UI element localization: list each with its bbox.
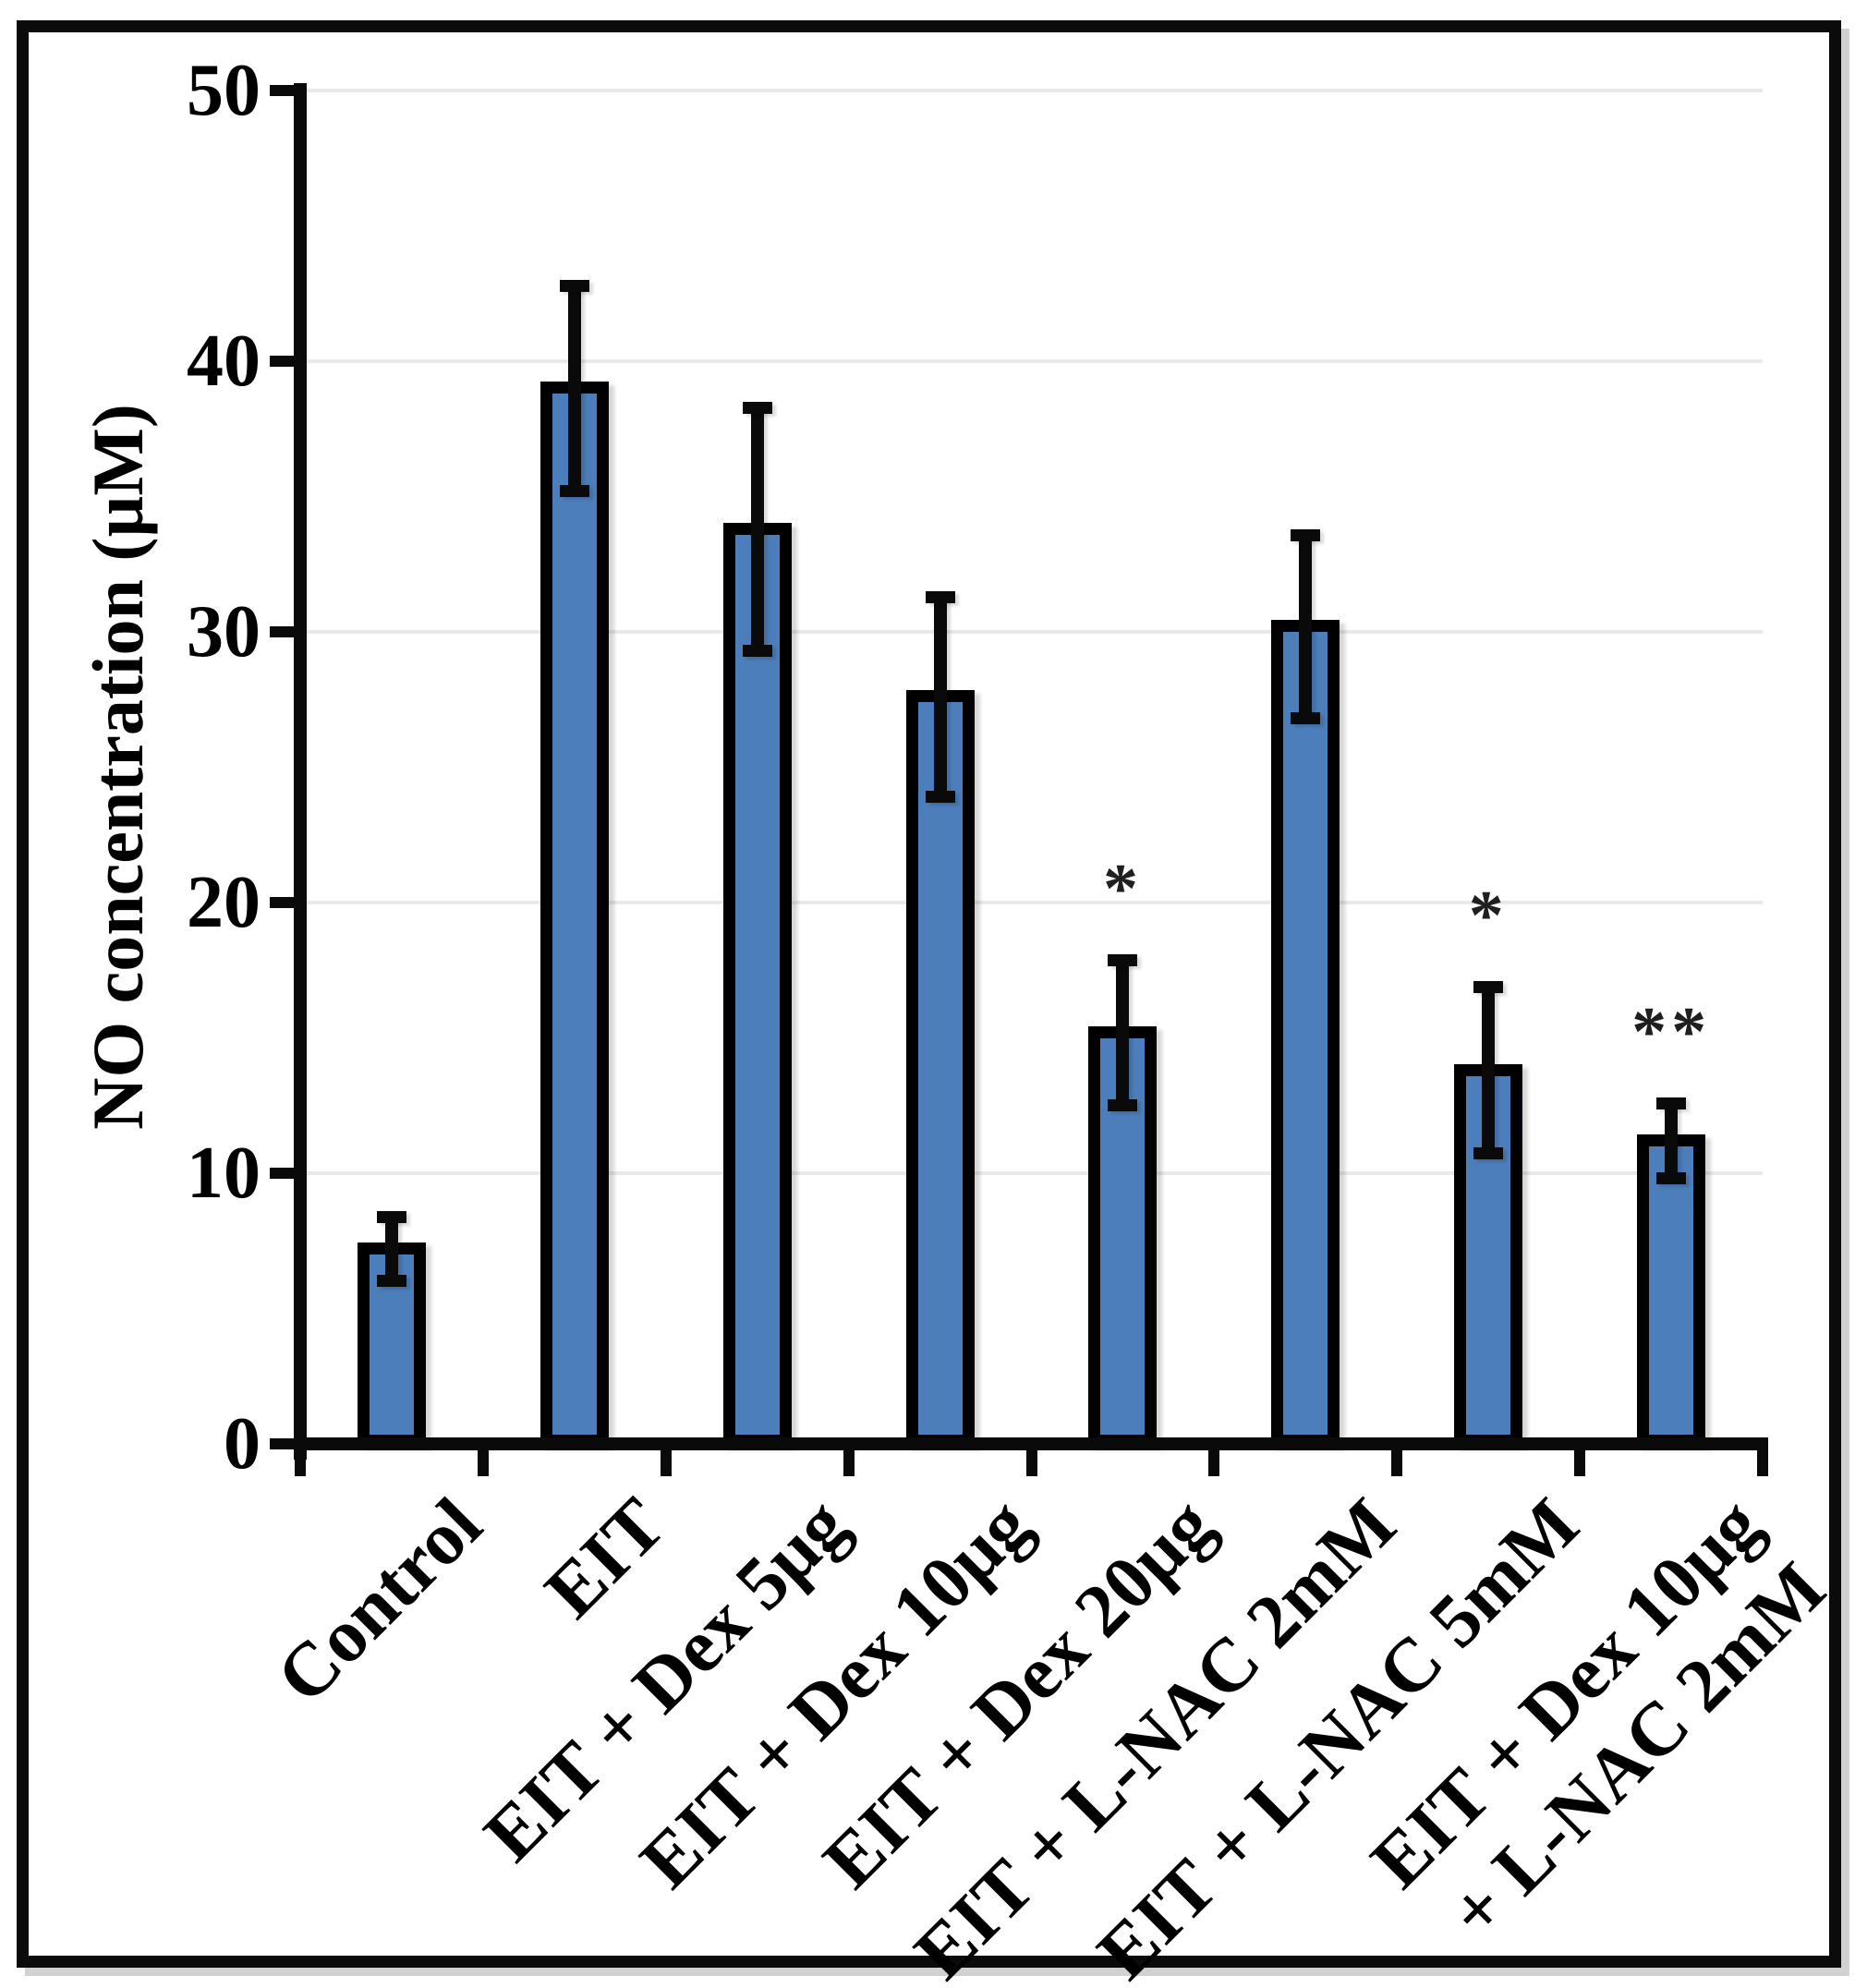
error-bar-bottom-cap-7	[1473, 1147, 1504, 1160]
y-tick-label-30: 30	[187, 591, 261, 673]
y-tick-40	[270, 356, 294, 367]
error-bar-top-cap-6	[1291, 528, 1321, 541]
y-tick-0	[270, 1438, 294, 1449]
error-bar-bottom-cap-4	[925, 790, 955, 803]
y-tick-10	[270, 1168, 294, 1179]
y-tick-20	[270, 897, 294, 908]
error-bar-stem-8	[1665, 1102, 1679, 1179]
bar-7	[1454, 1063, 1523, 1447]
error-bar-bottom-cap-3	[742, 644, 772, 657]
x-tick-0	[295, 1450, 306, 1476]
error-bar-top-cap-7	[1473, 980, 1504, 993]
bar-6	[1271, 620, 1340, 1447]
error-bar-stem-7	[1482, 986, 1496, 1155]
y-tick-50	[270, 85, 294, 96]
y-tick-label-0: 0	[224, 1403, 261, 1485]
error-bar-top-cap-8	[1656, 1097, 1687, 1109]
x-tick-7	[1574, 1450, 1586, 1476]
y-axis-title: NO concentration (µM)	[78, 404, 158, 1130]
error-bar-stem-2	[567, 285, 581, 491]
error-bar-bottom-cap-8	[1656, 1171, 1687, 1184]
significance-marker-5: *	[1102, 849, 1143, 927]
y-tick-label-10: 10	[187, 1133, 261, 1214]
y-axis-line	[294, 83, 307, 1460]
error-bar-stem-1	[384, 1216, 398, 1282]
x-tick-6	[1391, 1450, 1403, 1476]
bar-2	[540, 382, 609, 1447]
error-bar-stem-5	[1116, 959, 1130, 1106]
x-axis-line	[294, 1437, 1768, 1450]
x-tick-1	[477, 1450, 489, 1476]
error-bar-top-cap-3	[742, 401, 772, 414]
bar-3	[722, 522, 792, 1447]
gridline-50	[300, 89, 1763, 92]
error-bar-bottom-cap-1	[376, 1275, 406, 1288]
error-bar-top-cap-4	[925, 590, 955, 603]
error-bar-bottom-cap-2	[559, 484, 589, 497]
x-tick-5	[1208, 1450, 1220, 1476]
error-bar-stem-4	[933, 596, 947, 797]
bar-1	[357, 1242, 426, 1447]
bar-4	[905, 690, 975, 1447]
gridline-10	[300, 1171, 1763, 1175]
error-bar-top-cap-5	[1108, 953, 1138, 966]
significance-marker-7: *	[1468, 876, 1509, 954]
error-bar-stem-6	[1299, 534, 1313, 719]
x-tick-3	[843, 1450, 855, 1476]
y-tick-label-20: 20	[187, 862, 261, 943]
y-tick-label-50: 50	[187, 50, 261, 131]
y-tick-30	[270, 626, 294, 637]
error-bar-bottom-cap-6	[1291, 711, 1321, 724]
gridline-20	[300, 901, 1763, 904]
figure-border	[17, 20, 1841, 1968]
error-bar-bottom-cap-5	[1108, 1098, 1138, 1111]
x-tick-2	[660, 1450, 672, 1476]
y-tick-label-40: 40	[187, 321, 261, 402]
x-tick-4	[1025, 1450, 1037, 1476]
error-bar-top-cap-1	[376, 1210, 406, 1223]
error-bar-top-cap-2	[559, 279, 589, 292]
gridline-40	[300, 359, 1763, 363]
x-tick-8	[1757, 1450, 1768, 1476]
error-bar-stem-3	[750, 406, 764, 651]
significance-marker-8: **	[1631, 992, 1712, 1071]
gridline-30	[300, 630, 1763, 634]
